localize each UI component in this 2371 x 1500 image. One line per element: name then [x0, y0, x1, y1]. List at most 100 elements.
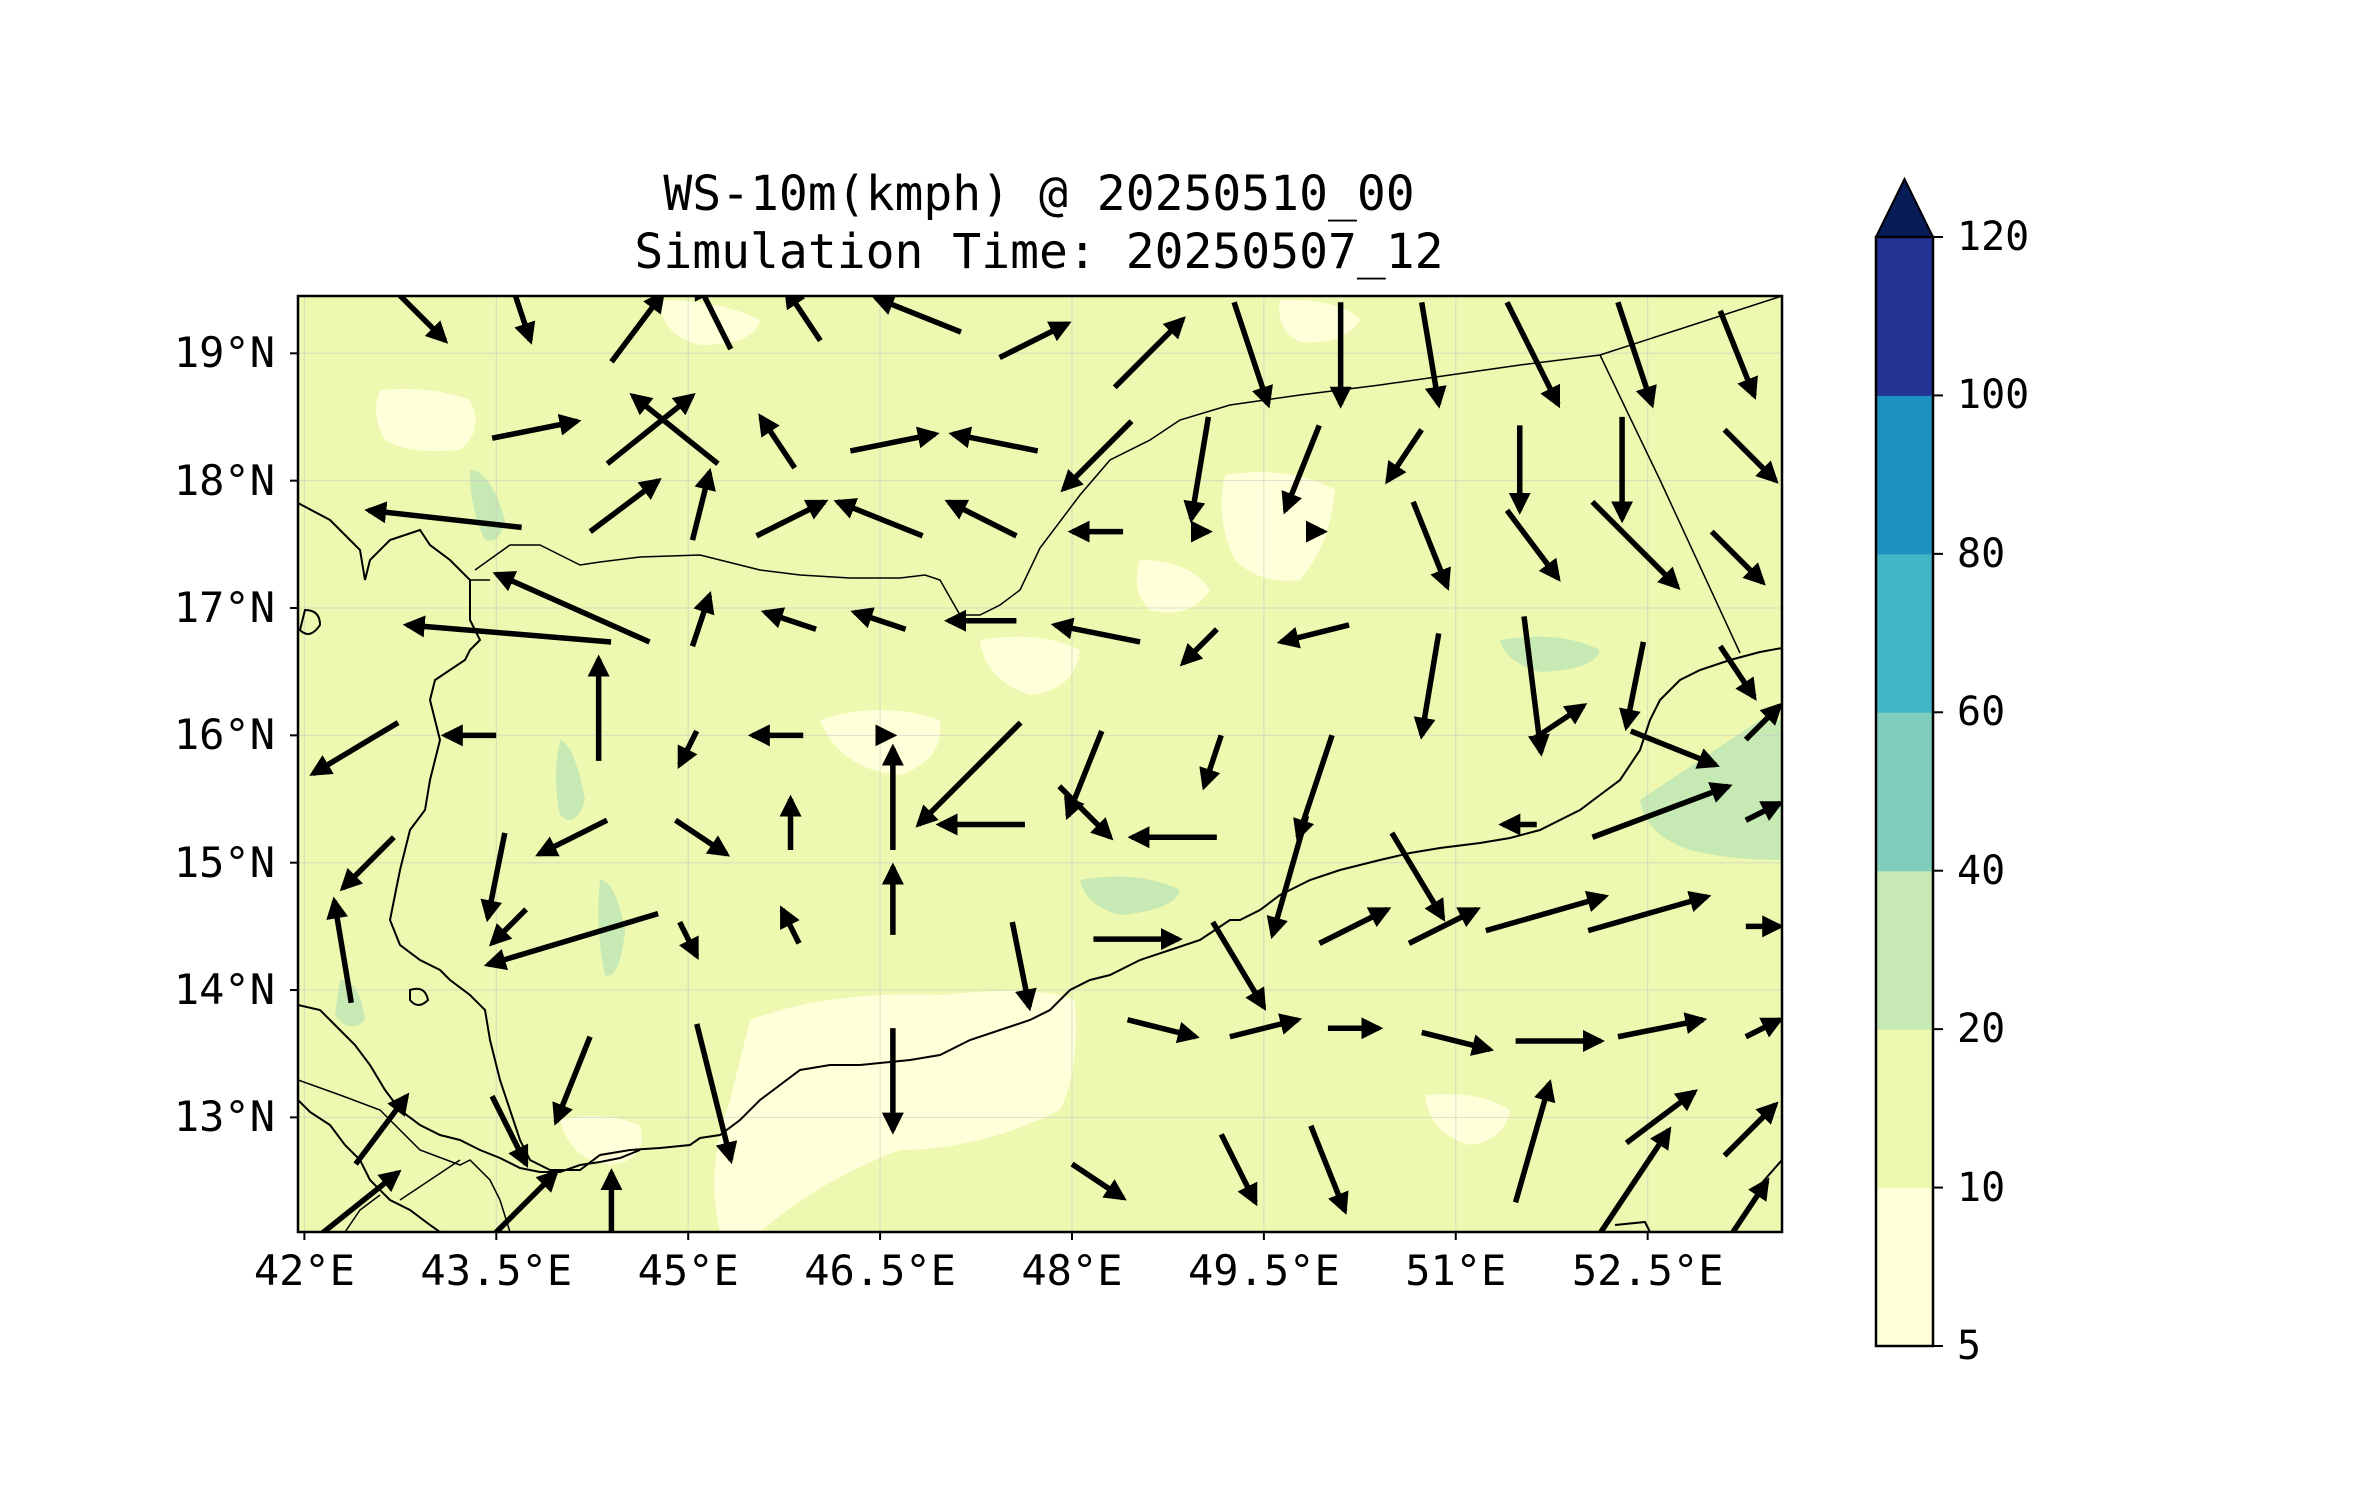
wind-arrow [480, 832, 508, 923]
map-subtitle: Simulation Time: 20250507_12 [634, 224, 1444, 280]
wind-arrow [1070, 1161, 1127, 1201]
colorbar-tick-label: 120 [1957, 214, 2030, 260]
coastline [298, 1004, 641, 1173]
wind-arrow [489, 1094, 529, 1169]
wind-arrow [998, 321, 1072, 361]
wind-arrow [339, 835, 396, 892]
wind-arrow [319, 1169, 402, 1232]
djibouti-border [399, 1159, 461, 1201]
wind-arrow [1743, 702, 1782, 742]
map-frame [296, 294, 1784, 1234]
calm-patch [1425, 1094, 1510, 1145]
wind-arrow [783, 296, 823, 343]
x-tick-label: 48°E [1021, 1246, 1123, 1295]
colorbar-tick-label: 5 [1957, 1323, 1982, 1369]
island [409, 987, 430, 1006]
colorbar-segment [1876, 712, 1933, 872]
colorbar-segment [1876, 237, 1933, 396]
wind-arrow [1717, 309, 1758, 400]
wind-arrow [1722, 1101, 1779, 1158]
wind-arrow [755, 499, 829, 539]
wind-arrow [488, 907, 529, 947]
y-tick-label: 19°N [173, 328, 275, 378]
colorbar-segment [1876, 553, 1933, 713]
wind-arrow [1050, 617, 1141, 645]
y-tick-label: 14°N [173, 965, 275, 1015]
wind-arrow [1308, 1124, 1349, 1215]
wind-arrow [1521, 616, 1550, 757]
wind-arrow [364, 501, 522, 531]
island [298, 608, 322, 635]
wind-arrow [1112, 316, 1186, 390]
wind-arrow [1709, 529, 1766, 586]
wind-arrow [677, 729, 700, 770]
wind-arrow [760, 607, 817, 632]
colorbar-segment [1876, 395, 1933, 555]
wind-arrow [535, 817, 609, 857]
wind-arrow [1126, 1017, 1200, 1044]
coastline [298, 1099, 441, 1232]
wind-arrow [849, 426, 940, 454]
wind-arrow [694, 296, 734, 351]
wind-arrow [1619, 641, 1647, 732]
breezy-patch [556, 740, 585, 820]
colorbar-segment [1876, 1187, 1933, 1347]
wind-arrow [326, 896, 354, 1004]
wind-arrow [1413, 632, 1442, 740]
wind-arrow [309, 720, 400, 776]
wind-arrow [1504, 301, 1561, 409]
calm-patch [376, 388, 476, 452]
wind-arrow [1407, 906, 1481, 946]
wind-arrow [1183, 416, 1212, 524]
wind-arrow [779, 905, 802, 945]
wind-arrow [833, 498, 924, 539]
y-tick-label: 13°N [173, 1092, 275, 1142]
wind-arrow [1590, 499, 1681, 590]
wind-arrow [1231, 301, 1273, 409]
wind-arrow [483, 910, 659, 971]
ethiopia-eritrea-border [298, 1079, 511, 1232]
wind-arrow [1722, 427, 1779, 484]
wind-arrow [1744, 800, 1782, 823]
colorbar-tick-label: 100 [1957, 372, 2030, 419]
x-tick-label: 43.5°E [420, 1246, 573, 1295]
wind-arrow [689, 591, 715, 648]
colorbar-tick-label: 80 [1957, 530, 2006, 577]
wind-arrow [677, 920, 700, 961]
wind-arrow [492, 1169, 559, 1232]
calm-patch [660, 300, 760, 345]
y-tick-label: 17°N [173, 583, 275, 632]
wind-arrow [1587, 890, 1712, 934]
y-tick-label: 16°N [173, 710, 275, 760]
wind-arrow [1276, 622, 1350, 649]
oman-yemen-border [1599, 354, 1741, 654]
x-tick-label: 42°E [253, 1246, 355, 1295]
wind-arrow [402, 615, 612, 645]
wind-arrow [1318, 906, 1392, 946]
wind-arrow [871, 296, 962, 335]
wind-arrow [1717, 644, 1757, 701]
wind-arrow [1266, 815, 1310, 940]
wind-arrow [1199, 734, 1224, 791]
y-tick-label: 18°N [173, 455, 275, 505]
wind-arrow [1591, 782, 1733, 840]
wind-arrow [492, 571, 651, 645]
x-tick-label: 52.5°E [1571, 1246, 1724, 1295]
x-tick-label: 49.5°E [1188, 1246, 1340, 1295]
y-tick-label: 15°N [173, 837, 275, 887]
breezy-patch [335, 980, 365, 1027]
colorbar-tick-label: 60 [1957, 689, 2006, 736]
x-tick-label: 51°E [1405, 1246, 1507, 1295]
island [1614, 1220, 1651, 1232]
wind-arrow [491, 413, 582, 441]
wind-arrow [353, 1092, 410, 1166]
colorbar-segment [1876, 1029, 1933, 1189]
wind-arrow [1210, 920, 1267, 1011]
wind-arrow [689, 467, 716, 541]
wind-arrow [1615, 301, 1657, 409]
wind-arrow [552, 1035, 593, 1126]
calm-patch [1221, 472, 1335, 581]
wind-arrow [1179, 627, 1219, 667]
wind-arrow [1730, 1177, 1770, 1232]
wind-arrow [1385, 428, 1424, 485]
